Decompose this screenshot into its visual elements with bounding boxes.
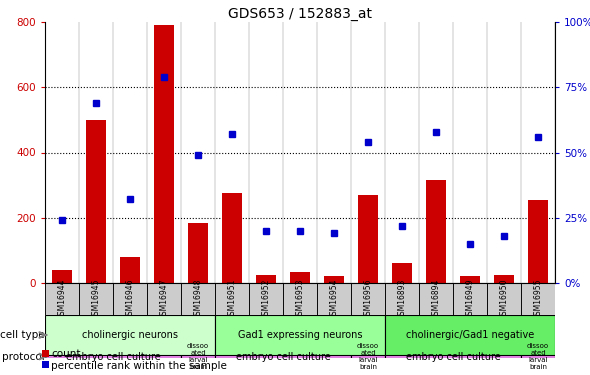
Bar [385, 355, 521, 358]
Bar [181, 283, 215, 315]
Bar [52, 270, 72, 283]
Bar [487, 283, 521, 315]
Text: GSM16944: GSM16944 [57, 278, 67, 320]
Bar [215, 283, 249, 315]
Bar [215, 355, 351, 358]
Bar [351, 355, 385, 358]
Text: count: count [51, 350, 80, 359]
Bar [358, 195, 378, 283]
Bar [385, 315, 555, 355]
Text: embryo cell culture: embryo cell culture [235, 351, 330, 361]
Bar [453, 283, 487, 315]
Bar [392, 263, 412, 283]
Text: GSM16952: GSM16952 [261, 278, 270, 320]
Text: GSM16951: GSM16951 [228, 278, 237, 320]
Bar [426, 180, 446, 283]
Bar [249, 283, 283, 315]
Text: GSM16954: GSM16954 [329, 278, 339, 320]
Bar [86, 120, 106, 283]
Text: GSM16945: GSM16945 [91, 278, 100, 320]
Bar [79, 283, 113, 315]
Text: percentile rank within the sample: percentile rank within the sample [51, 361, 227, 370]
Bar [113, 283, 147, 315]
Bar [120, 257, 140, 283]
Bar [215, 315, 385, 355]
Text: GSM16893: GSM16893 [398, 278, 407, 320]
Bar [154, 25, 174, 283]
Bar [494, 275, 514, 283]
Bar [419, 283, 453, 315]
Text: embryo cell culture: embryo cell culture [406, 351, 500, 361]
Text: dissoo
ated
larval
brain: dissoo ated larval brain [187, 343, 209, 370]
Text: GSM16950: GSM16950 [500, 278, 509, 320]
Text: GSM16947: GSM16947 [159, 278, 169, 320]
Bar [45, 315, 215, 355]
Title: GDS653 / 152883_at: GDS653 / 152883_at [228, 7, 372, 21]
Text: cholinergic neurons: cholinergic neurons [82, 330, 178, 340]
Bar [256, 275, 276, 283]
Bar [528, 200, 548, 283]
Text: cholinergic/Gad1 negative: cholinergic/Gad1 negative [406, 330, 534, 340]
Bar [147, 283, 181, 315]
Bar [521, 355, 555, 358]
Text: GSM16956: GSM16956 [363, 278, 372, 320]
Bar [45, 355, 181, 358]
Bar [317, 283, 351, 315]
Text: GSM16949: GSM16949 [466, 278, 474, 320]
Text: GSM16955: GSM16955 [533, 278, 542, 320]
Bar [188, 223, 208, 283]
Text: Gad1 expressing neurons: Gad1 expressing neurons [238, 330, 362, 340]
Text: cell type: cell type [1, 330, 45, 340]
Bar [181, 355, 215, 358]
Text: embryo cell culture: embryo cell culture [65, 351, 160, 361]
Bar [324, 276, 344, 283]
Text: GSM16946: GSM16946 [126, 278, 135, 320]
Bar [460, 276, 480, 283]
Bar [521, 283, 555, 315]
Text: dissoo
ated
larval
brain: dissoo ated larval brain [527, 343, 549, 370]
Bar [290, 272, 310, 283]
Text: GSM16948: GSM16948 [194, 278, 202, 320]
Text: dissoo
ated
larval
brain: dissoo ated larval brain [357, 343, 379, 370]
Text: protocol: protocol [2, 351, 45, 361]
Bar [45, 283, 79, 315]
Bar [222, 193, 242, 283]
Bar [283, 283, 317, 315]
Bar [385, 283, 419, 315]
Text: GSM16953: GSM16953 [296, 278, 304, 320]
Bar [351, 283, 385, 315]
Text: GSM16894: GSM16894 [431, 278, 441, 320]
